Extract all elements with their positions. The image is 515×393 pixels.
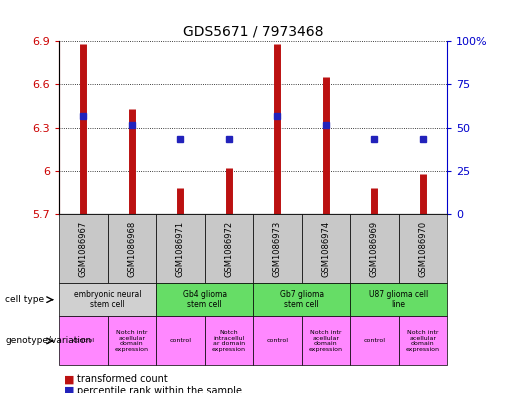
Text: GSM1086972: GSM1086972 bbox=[225, 220, 233, 277]
Text: GSM1086971: GSM1086971 bbox=[176, 220, 185, 277]
Text: Notch intr
acellular
domain
expression: Notch intr acellular domain expression bbox=[406, 330, 440, 352]
Text: control: control bbox=[169, 338, 192, 343]
Text: Gb7 glioma
stem cell: Gb7 glioma stem cell bbox=[280, 290, 323, 309]
Text: Notch
intracellul
ar domain
expression: Notch intracellul ar domain expression bbox=[212, 330, 246, 352]
Text: embryonic neural
stem cell: embryonic neural stem cell bbox=[74, 290, 142, 309]
Text: Notch intr
acellular
domain
expression: Notch intr acellular domain expression bbox=[309, 330, 343, 352]
Text: control: control bbox=[363, 338, 385, 343]
Text: transformed count: transformed count bbox=[77, 374, 168, 384]
Text: GSM1086968: GSM1086968 bbox=[127, 220, 136, 277]
Text: GSM1086967: GSM1086967 bbox=[79, 220, 88, 277]
Text: ■: ■ bbox=[64, 386, 75, 393]
Text: Gb4 glioma
stem cell: Gb4 glioma stem cell bbox=[183, 290, 227, 309]
Text: GSM1086969: GSM1086969 bbox=[370, 220, 379, 277]
Text: percentile rank within the sample: percentile rank within the sample bbox=[77, 386, 242, 393]
Text: genotype/variation: genotype/variation bbox=[5, 336, 91, 345]
Text: GSM1086970: GSM1086970 bbox=[418, 220, 427, 277]
Text: Notch intr
acellular
domain
expression: Notch intr acellular domain expression bbox=[115, 330, 149, 352]
Text: GSM1086973: GSM1086973 bbox=[273, 220, 282, 277]
Text: ■: ■ bbox=[64, 374, 75, 384]
Text: cell type: cell type bbox=[5, 295, 44, 304]
Text: control: control bbox=[266, 338, 288, 343]
Text: control: control bbox=[73, 338, 94, 343]
Title: GDS5671 / 7973468: GDS5671 / 7973468 bbox=[183, 25, 323, 39]
Text: GSM1086974: GSM1086974 bbox=[321, 220, 330, 277]
Text: U87 glioma cell
line: U87 glioma cell line bbox=[369, 290, 428, 309]
